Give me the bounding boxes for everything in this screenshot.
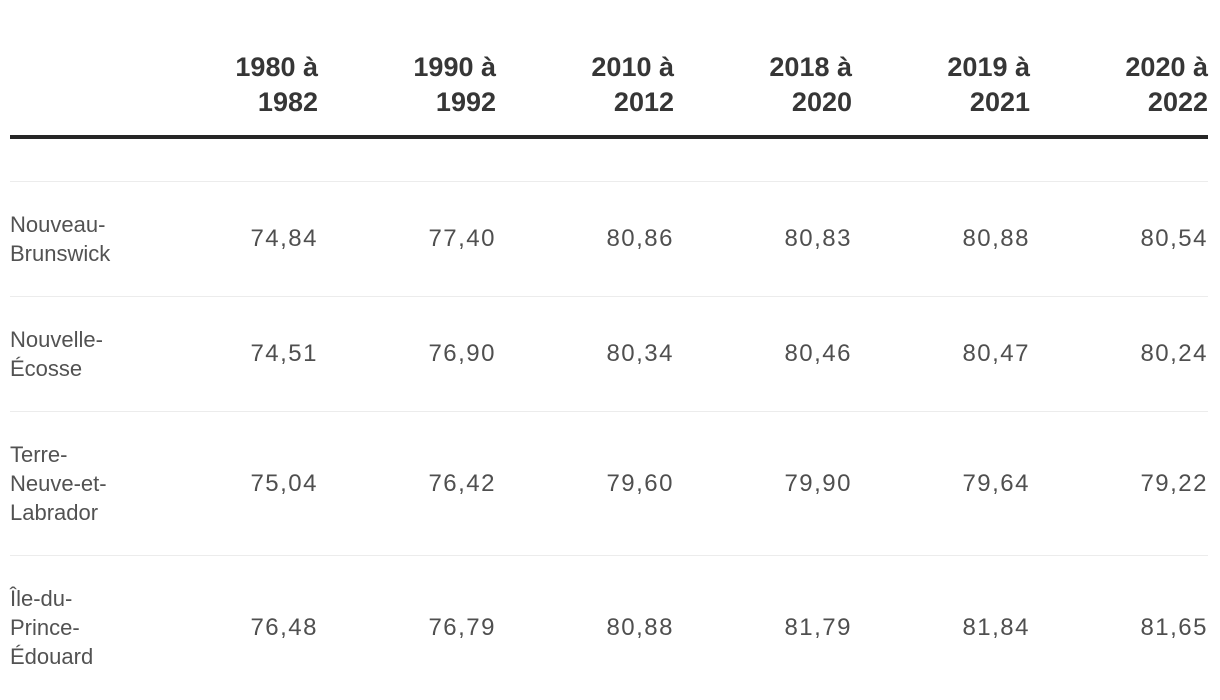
- value-cell: 74,51: [140, 296, 318, 412]
- header-row: 1980 à 1982 1990 à 1992 2010 à 2012 2018…: [10, 0, 1208, 137]
- column-header-2018-2020: 2018 à 2020: [674, 0, 852, 137]
- column-header-line1: 1990 à: [413, 52, 496, 82]
- value-cell: 74,84: [140, 181, 318, 297]
- row-label: Nouvelle-Écosse: [10, 296, 140, 412]
- column-header-line2: 2020: [791, 87, 852, 117]
- value-cell: 81,84: [962, 613, 1030, 641]
- table-header: 1980 à 1982 1990 à 1992 2010 à 2012 2018…: [10, 0, 1208, 137]
- value-cell: 80,47: [852, 296, 1030, 412]
- column-header-line2: 1982: [257, 87, 318, 117]
- column-header-line2: 2012: [613, 87, 674, 117]
- value-cell: 80,83: [674, 181, 852, 297]
- table-row-nouvelle-ecosse: Nouvelle-Écosse 74,51 76,90 80,34 80,46 …: [10, 296, 1208, 412]
- value-cell: 79,22: [1030, 411, 1208, 556]
- table-row-ile-du-prince-edouard: Île-du-Prince-Édouard 76,48 76,79 80,88 …: [10, 556, 1208, 700]
- value-cell: 79,60: [496, 411, 674, 556]
- row-label: Île-du-Prince-Édouard: [10, 586, 94, 669]
- life-expectancy-table: 1980 à 1982 1990 à 1992 2010 à 2012 2018…: [10, 0, 1208, 699]
- value-cell: 76,79: [428, 613, 496, 641]
- row-label: Terre-Neuve-et-Labrador: [10, 411, 140, 556]
- value-cell: 79,64: [852, 411, 1030, 556]
- table-row-nouveau-brunswick: Nouveau-Brunswick 74,84 77,40 80,86 80,8…: [10, 181, 1208, 297]
- value-cell: 80,88: [852, 181, 1030, 297]
- column-header-line2: 1992: [435, 87, 496, 117]
- column-header-line1: 2018 à: [769, 52, 852, 82]
- column-header-line1: 2020 à: [1125, 52, 1208, 82]
- column-header-2019-2021: 2019 à 2021: [852, 0, 1030, 137]
- column-header-1990-1992: 1990 à 1992: [318, 0, 496, 137]
- column-header-2010-2012: 2010 à 2012: [496, 0, 674, 137]
- table-row-terre-neuve-et-labrador: Terre-Neuve-et-Labrador 75,04 76,42 79,6…: [10, 411, 1208, 556]
- value-cell: 76,42: [318, 411, 496, 556]
- column-header-line2: 2021: [969, 87, 1030, 117]
- value-cell: 76,90: [318, 296, 496, 412]
- value-cell: 79,90: [674, 411, 852, 556]
- value-cell: 80,86: [496, 181, 674, 297]
- spacer-cell: [10, 137, 1208, 182]
- column-header-line1: 1980 à: [235, 52, 318, 82]
- value-cell: 80,54: [1030, 181, 1208, 297]
- corner-cell: [10, 0, 140, 137]
- value-cell: 80,46: [674, 296, 852, 412]
- table-body: Nouveau-Brunswick 74,84 77,40 80,86 80,8…: [10, 137, 1208, 699]
- column-header-line1: 2019 à: [947, 52, 1030, 82]
- value-cell: 81,79: [784, 613, 852, 641]
- column-header-2020-2022: 2020 à 2022: [1030, 0, 1208, 137]
- value-cell: 80,34: [496, 296, 674, 412]
- value-cell: 76,48: [250, 613, 318, 641]
- row-label: Nouveau-Brunswick: [10, 181, 140, 297]
- value-cell: 80,88: [606, 613, 674, 641]
- column-header-1980-1982: 1980 à 1982: [140, 0, 318, 137]
- spacer-row: [10, 137, 1208, 182]
- column-header-line1: 2010 à: [591, 52, 674, 82]
- column-header-line2: 2022: [1147, 87, 1208, 117]
- value-cell: 81,65: [1140, 613, 1208, 641]
- value-cell: 77,40: [318, 181, 496, 297]
- value-cell: 75,04: [140, 411, 318, 556]
- value-cell: 80,24: [1030, 296, 1208, 412]
